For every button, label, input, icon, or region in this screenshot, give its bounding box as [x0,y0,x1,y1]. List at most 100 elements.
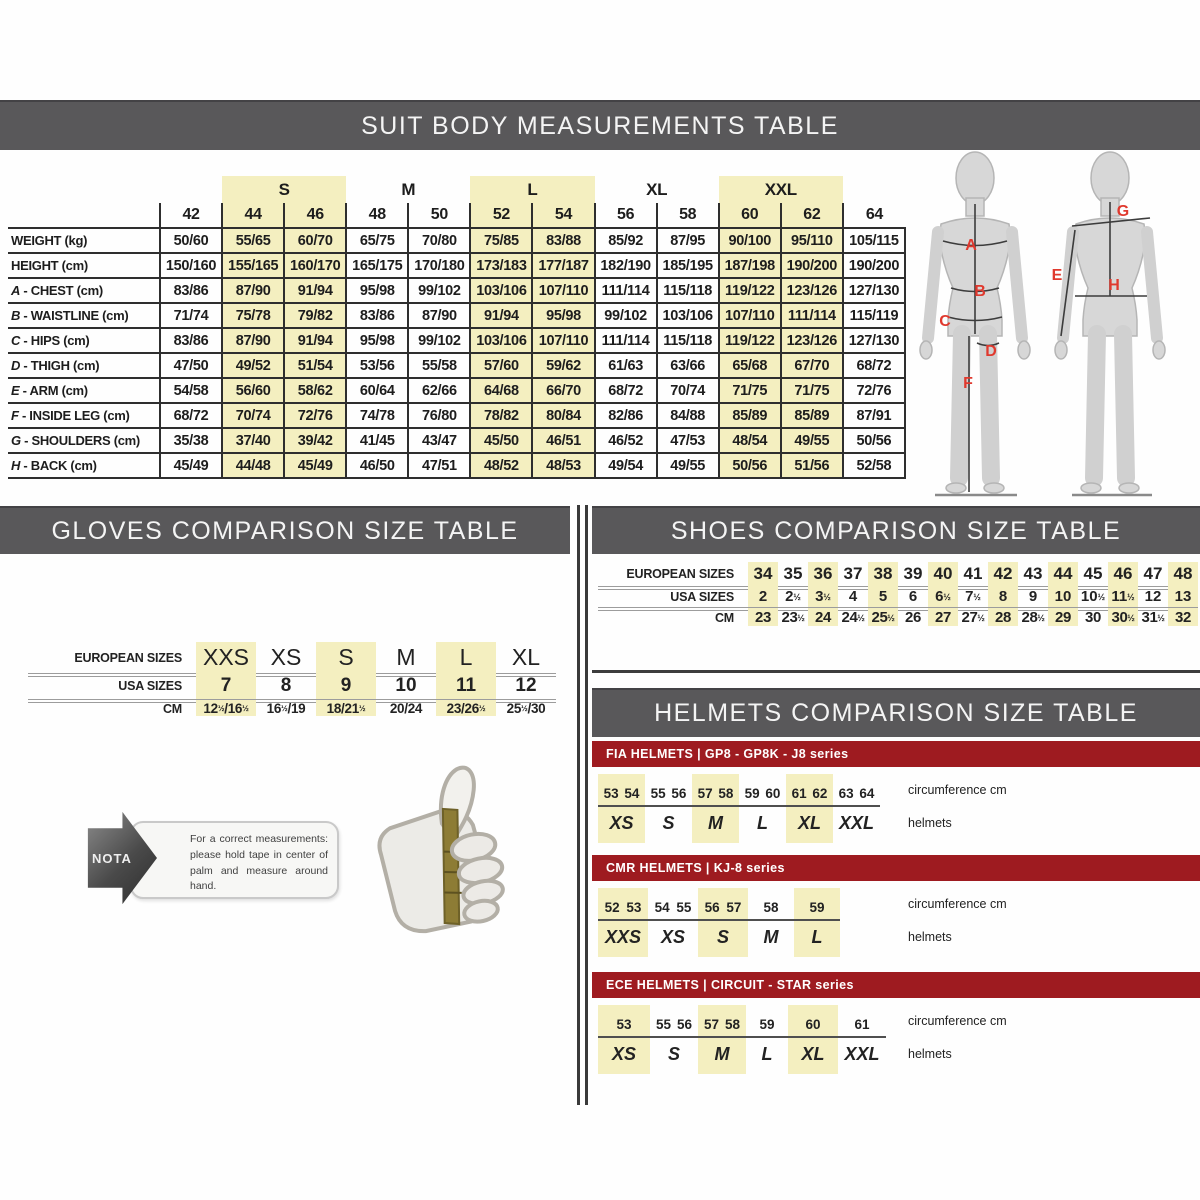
suit-value-cell: 107/110 [531,327,596,354]
suit-group-header-row: S M L XL XXL [8,176,905,203]
spacer-cell [843,176,905,203]
circumference-value: 58 [724,1017,740,1032]
suit-value-cell: 87/90 [221,327,286,354]
helmet-size-row: 53 XS 55 56 S 57 58 M 59 L 60 XL 61 XXL circumference … [598,1005,1200,1074]
circumference-value: 53 [616,1017,632,1032]
circumference-value: 54 [654,900,670,915]
suit-value-cell: 59/62 [531,352,596,379]
circumference-value: 56 [671,786,687,801]
marker-letter-g: G [1117,203,1129,220]
suit-value-cell: 76/80 [407,402,472,429]
helmet-size-label: XL [797,813,821,833]
helmet-size-label: L [811,927,823,947]
helmet-size-cell: 57 58 M [692,774,739,843]
shoes-table-value-cell: 32 [1168,609,1198,626]
nota-label: NOTA [92,850,132,866]
spacer-cell [8,203,160,229]
shoes-table-value-cell: 12 [1138,586,1168,611]
suit-value-cell: 111/114 [593,277,658,304]
suit-value-cell: 56/60 [221,377,286,404]
suit-title: SUIT BODY MEASUREMENTS TABLE [361,111,839,140]
suit-value-cell: 48/52 [469,452,534,479]
suit-value-cell: 47/50 [158,352,224,379]
gloves-section-title-bar: GLOVES COMPARISON SIZE TABLE [0,506,570,554]
shoes-table-value-cell: 27 [928,609,958,626]
circumference-value: 57 [726,900,742,915]
helmet-size-cell: 55 56 S [645,774,692,843]
suit-table-row: A - CHEST (cm) 83/86 87/90 91/94 95/98 99/102… [8,277,907,304]
helmet-size-cell: 56 57 S [698,888,748,957]
suit-value-cell: 80/84 [531,402,596,429]
gloves-table-value-cell: 23/26 ½ [436,701,496,716]
size-group-label: L [470,176,595,203]
gloves-table-value-cell: 25 ½/30 [506,701,546,716]
helmet-circumference-values: 53 [598,1005,650,1038]
helmet-size-label: S [716,927,729,947]
suit-row-label: E - ARM (cm) [8,377,161,404]
suit-value-cell: 182/190 [593,252,658,279]
shoes-table-value-cell: 27 ½ [961,609,985,626]
circumference-value: 55 [676,900,692,915]
helmet-size-cell: 52 53 XXS [598,888,648,957]
helmet-size-cell: 61 XXL [838,1005,886,1074]
suit-table-row: E - ARM (cm) 54/58 56/60 58/62 60/64 62/66 64/… [8,377,907,404]
gloves-table-value-cell: XS [256,642,316,677]
suit-value-cell: 119/122 [717,327,782,354]
suit-value-cell: 185/195 [655,252,720,279]
shoes-table-value-cell: 37 [838,562,868,590]
suit-row-label: D - THIGH (cm) [8,352,161,379]
helmet-circumference-values: 55 56 [650,1005,698,1038]
helmets-label: helmets [908,1047,952,1061]
suit-size-header: 58 [655,203,719,229]
shoes-table-value-cell: 47 [1138,562,1168,590]
section-divider-line [592,670,1200,673]
suit-value-cell: 49/55 [779,427,844,454]
suit-value-cell: 95/98 [345,277,410,304]
suit-value-cell: 84/88 [655,402,720,429]
shoes-table-value-cell: 35 [778,562,808,590]
helmet-size-cell: 59 L [746,1005,788,1074]
helmet-circumference-values: 59 [794,888,840,921]
suit-row-label: WEIGHT (kg) [8,227,161,254]
suit-value-cell: 83/88 [531,227,596,254]
shoes-table-row-label: CM [714,610,734,625]
suit-measurements-table: S M L XL XXL 42 44 46 48 50 52 54 56 58 60 62 64 WEIGHT (… [8,176,907,479]
circumference-value: 59 [809,900,825,915]
suit-table-row: C - HIPS (cm) 83/86 87/90 91/94 95/98 99/102 1… [8,327,907,354]
suit-size-header: 46 [283,203,347,229]
suit-value-cell: 68/72 [158,402,224,429]
suit-value-cell: 99/102 [593,302,658,329]
shoes-size-table: EUROPEAN SIZES 34 35 36 37 38 39 40 41 42 43 44 45 46… [598,562,1198,626]
gloves-title: GLOVES COMPARISON SIZE TABLE [51,516,519,545]
helmet-size-cell: 61 62 XL [786,774,833,843]
suit-value-cell: 55/65 [221,227,286,254]
suit-value-cell: 123/126 [779,327,844,354]
helmet-circumference-values: 59 [746,1005,788,1038]
suit-value-cell: 90/100 [717,227,782,254]
back-measure-lines [1060,202,1152,497]
suit-table-row: HEIGHT (cm) 150/160 155/165 160/170 165/175 1… [8,252,907,279]
circumference-value: 56 [676,1017,692,1032]
shoes-table-value-cell: 29 [1048,609,1078,626]
suit-value-cell: 72/76 [841,377,907,404]
helmets-section-title-bar: HELMETS COMPARISON SIZE TABLE [592,688,1200,737]
suit-size-header: 42 [158,203,223,229]
helmet-size-cell: 59 60 L [739,774,786,843]
suit-value-cell: 66/70 [531,377,596,404]
gloves-table-value-cell: 9 [316,673,376,703]
shoes-table-value-cell: 8 [988,586,1018,611]
shoes-table-value-cell: 41 [958,562,988,590]
shoes-table-value-cell: 44 [1048,562,1078,590]
suit-value-cell: 45/49 [283,452,348,479]
suit-value-cell: 83/86 [158,327,224,354]
gloves-table-value-cell: L [436,642,496,677]
circumference-value: 54 [624,786,640,801]
shoes-table-value-cell: 10 ½ [1078,586,1108,611]
shoes-table-value-cell: 24 [808,609,838,626]
shoes-table-value-cell: 6 [898,586,928,611]
suit-value-cell: 35/38 [158,427,224,454]
vertical-divider [585,505,588,1105]
shoes-table-value-cell: 25 ½ [868,609,898,626]
